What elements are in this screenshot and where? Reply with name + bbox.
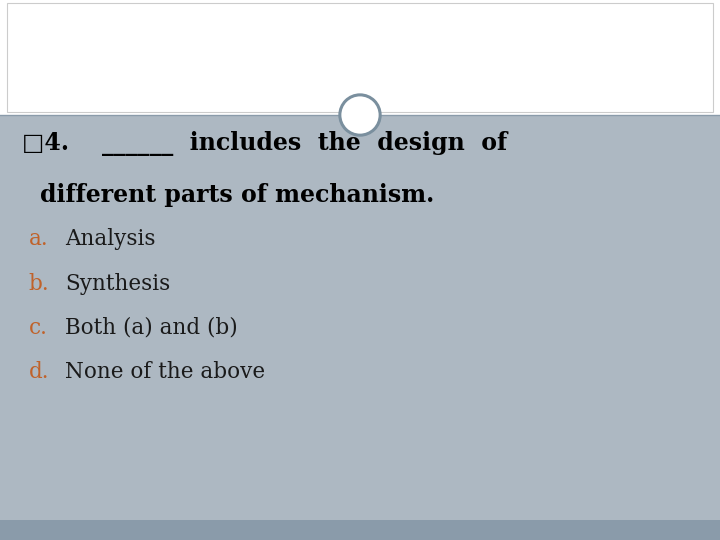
Bar (0, 520, 720, 540)
Text: b.: b. (29, 273, 50, 295)
Bar (7, 3, 713, 112)
Text: different parts of mechanism.: different parts of mechanism. (40, 183, 434, 206)
Bar (0, 115, 720, 520)
Bar (0, 0, 720, 115)
Text: a.: a. (29, 228, 48, 251)
Text: None of the above: None of the above (65, 361, 265, 383)
Text: d.: d. (29, 361, 49, 383)
Ellipse shape (340, 95, 380, 135)
Text: Synthesis: Synthesis (65, 273, 170, 295)
Text: Analysis: Analysis (65, 228, 156, 251)
Text: □4.    ______  includes  the  design  of: □4. ______ includes the design of (22, 131, 507, 156)
Text: c.: c. (29, 317, 48, 339)
Text: Both (a) and (b): Both (a) and (b) (65, 317, 238, 339)
